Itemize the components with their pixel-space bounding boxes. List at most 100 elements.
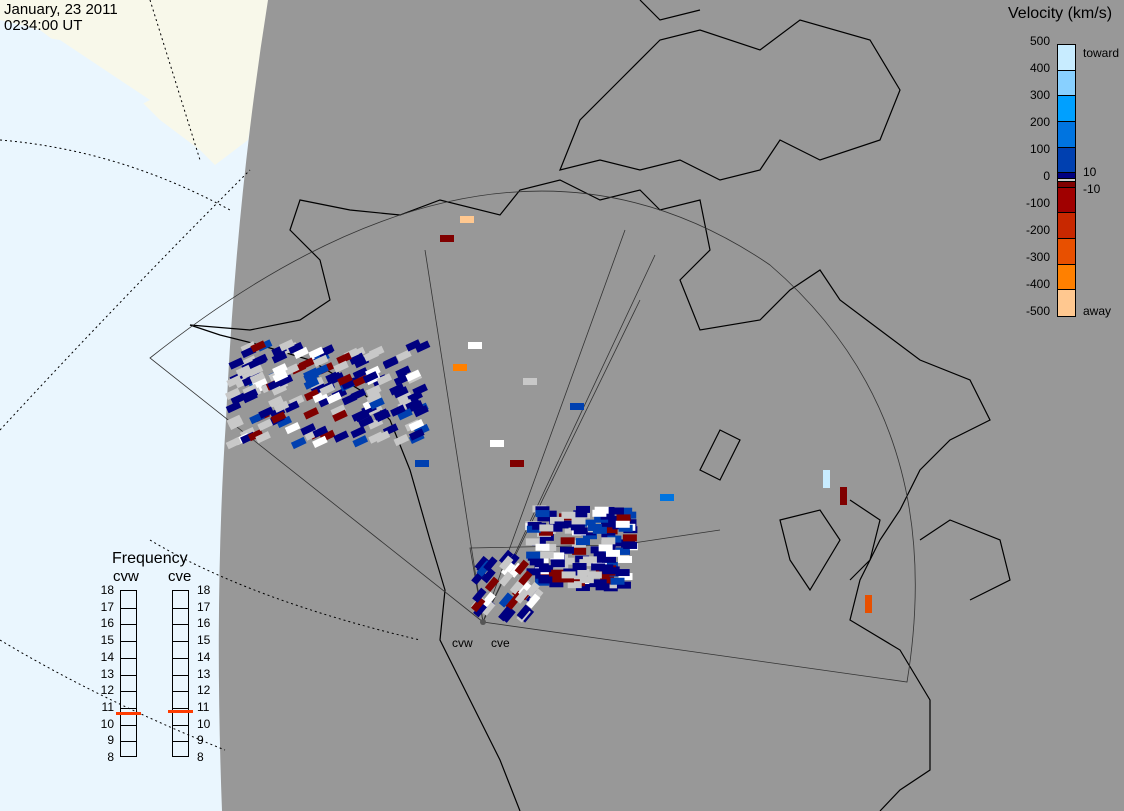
velocity-cell xyxy=(284,421,301,435)
velocity-cell xyxy=(609,581,624,589)
radar-site-cvw xyxy=(480,619,486,625)
velocity-cell xyxy=(350,426,367,439)
velocity-cell xyxy=(561,571,576,579)
velocity-cell xyxy=(483,556,498,572)
away-label: away xyxy=(1083,304,1112,318)
velocity-cell xyxy=(408,418,425,432)
velocity-cell xyxy=(582,532,597,540)
date-label: January, 23 2011 xyxy=(4,1,118,18)
velocity-cell xyxy=(572,563,587,571)
velocity-cell xyxy=(484,576,500,592)
velocity-cell xyxy=(539,551,554,559)
velocity-cell xyxy=(594,506,609,514)
velocity-cell xyxy=(473,602,488,618)
velocity-cell xyxy=(337,373,353,386)
velocity-cell xyxy=(525,538,540,546)
velocity-cell xyxy=(453,364,467,371)
velocity-cell xyxy=(498,571,514,587)
velocity-cell xyxy=(529,558,544,566)
frequency-tick: 18 xyxy=(197,583,211,597)
frequency-tick: 10 xyxy=(100,716,114,731)
velocity-cell xyxy=(258,406,274,419)
frequency-tick: 9 xyxy=(197,733,204,748)
colorbar-segment xyxy=(1058,213,1075,239)
colorbar-tick: -100 xyxy=(1025,196,1050,210)
frequency-tick: 11 xyxy=(101,699,114,714)
frequency-title: Frequency xyxy=(112,550,188,567)
velocity-cell xyxy=(395,365,411,378)
velocity-cell xyxy=(550,560,565,568)
frequency-tick: 13 xyxy=(100,666,114,681)
frequency-tick: 17 xyxy=(100,599,114,614)
velocity-cell xyxy=(539,528,554,536)
velocity-cell xyxy=(270,411,287,424)
frequency-tick: 14 xyxy=(100,649,114,664)
velocity-cell xyxy=(225,387,241,401)
time-label: 0234:00 UT xyxy=(4,17,83,34)
velocity-cell xyxy=(333,430,349,443)
frequency-marker-cve xyxy=(168,710,193,714)
velocity-cell xyxy=(618,524,633,532)
velocity-cell xyxy=(600,512,615,520)
velocity-cell xyxy=(472,587,487,603)
velocity-cell xyxy=(587,523,602,531)
velocity-cell xyxy=(283,363,300,376)
velocity-cell xyxy=(283,400,300,413)
velocity-cell xyxy=(516,604,531,620)
velocity-cell xyxy=(840,487,847,505)
velocity-cell xyxy=(312,425,329,438)
velocity-cell xyxy=(551,569,566,577)
velocity-cell xyxy=(393,433,410,447)
velocity-cell xyxy=(598,544,613,552)
velocity-cell xyxy=(225,401,242,414)
minus-ten-label: -10 xyxy=(1083,182,1101,196)
velocity-cell xyxy=(618,573,633,581)
velocity-cell xyxy=(303,388,320,402)
velocity-cell xyxy=(559,546,574,554)
velocity-cell xyxy=(392,386,409,399)
frequency-tick: 14 xyxy=(197,649,211,664)
velocity-cell xyxy=(382,356,399,370)
velocity-cell xyxy=(573,510,588,518)
colorbar-tick: -400 xyxy=(1025,277,1050,291)
velocity-cell xyxy=(376,373,393,386)
velocity-cell xyxy=(247,428,264,442)
velocity-cell xyxy=(549,516,564,524)
velocity-cell xyxy=(554,521,569,529)
frequency-tick: 10 xyxy=(197,716,211,731)
bering-sea xyxy=(0,30,150,110)
velocity-cell xyxy=(393,373,410,386)
colorbar-tick: 100 xyxy=(1029,142,1050,156)
velocity-cell xyxy=(581,519,596,527)
velocity-colorbar xyxy=(1057,44,1076,317)
velocity-cell xyxy=(610,577,625,585)
velocity-cell xyxy=(250,340,267,353)
velocity-cell xyxy=(276,415,293,429)
colorbar-tick: 0 xyxy=(1043,169,1050,183)
velocity-cell xyxy=(510,460,524,467)
velocity-cell xyxy=(405,339,422,352)
velocity-cell xyxy=(602,567,617,575)
velocity-cell xyxy=(615,569,630,577)
velocity-cell xyxy=(575,538,590,546)
velocity-cell xyxy=(523,378,537,385)
frequency-tick: 15 xyxy=(100,633,114,648)
velocity-cell xyxy=(590,546,605,554)
velocity-cell xyxy=(535,543,550,551)
velocity-cell xyxy=(561,511,576,519)
colorbar-segment xyxy=(1058,187,1075,214)
radar-label-cvw: cvw xyxy=(452,636,473,650)
velocity-cell xyxy=(535,506,550,514)
velocity-cell xyxy=(369,397,385,410)
radar-label-cve: cve xyxy=(491,636,510,650)
velocity-cell xyxy=(312,435,328,449)
velocity-cell xyxy=(287,341,304,355)
velocity-cell xyxy=(358,415,374,428)
coastlines xyxy=(189,0,1011,811)
velocity-cell xyxy=(616,514,631,522)
velocity-cell xyxy=(272,370,289,383)
velocity-cell xyxy=(600,577,615,585)
velocity-cell xyxy=(591,563,606,571)
velocity-cell xyxy=(518,570,533,586)
velocity-cell xyxy=(468,342,482,349)
